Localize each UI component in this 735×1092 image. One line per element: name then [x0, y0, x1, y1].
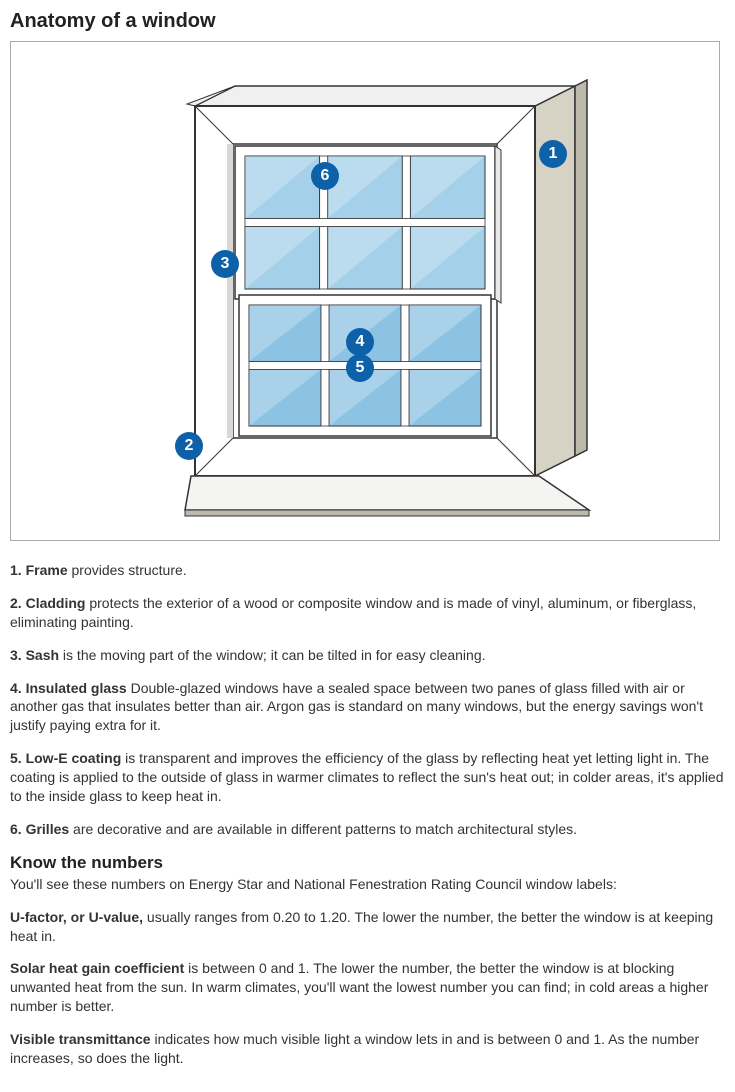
callout-marker-4: 4	[346, 328, 374, 356]
definition-number: 1.	[10, 562, 22, 578]
definition-item: 4. Insulated glass Double-glazed windows…	[10, 679, 725, 736]
definition-number: 2.	[10, 595, 22, 611]
definition-text: provides structure.	[68, 562, 187, 578]
metric-item: Visible transmittance indicates how much…	[10, 1030, 725, 1068]
definition-text: protects the exterior of a wood or compo…	[10, 595, 696, 630]
definition-term: Low-E coating	[26, 750, 122, 766]
definition-item: 5. Low-E coating is transparent and impr…	[10, 749, 725, 806]
definition-term: Insulated glass	[26, 680, 127, 696]
definition-number: 5.	[10, 750, 22, 766]
definition-term: Frame	[26, 562, 68, 578]
callout-marker-1: 1	[539, 140, 567, 168]
callout-marker-5: 5	[346, 354, 374, 382]
definition-term: Sash	[26, 647, 59, 663]
definition-text: are decorative and are available in diff…	[69, 821, 577, 837]
subheading-intro: You'll see these numbers on Energy Star …	[10, 875, 725, 894]
callout-marker-3: 3	[211, 250, 239, 278]
metrics-list: U-factor, or U-value, usually ranges fro…	[10, 908, 725, 1068]
definition-number: 4.	[10, 680, 22, 696]
definition-number: 3.	[10, 647, 22, 663]
definitions-list: 1. Frame provides structure. 2. Cladding …	[10, 561, 725, 839]
definition-item: 6. Grilles are decorative and are availa…	[10, 820, 725, 839]
metric-item: Solar heat gain coefficient is between 0…	[10, 959, 725, 1016]
window-diagram: 1 2 3 45 6	[15, 46, 715, 536]
definition-item: 3. Sash is the moving part of the window…	[10, 646, 725, 665]
definition-item: 2. Cladding protects the exterior of a w…	[10, 594, 725, 632]
definition-item: 1. Frame provides structure.	[10, 561, 725, 580]
page-title: Anatomy of a window	[10, 10, 725, 33]
subheading: Know the numbers	[10, 853, 725, 873]
metric-term: Visible transmittance	[10, 1031, 151, 1047]
definition-term: Cladding	[26, 595, 86, 611]
callout-marker-6: 6	[311, 162, 339, 190]
metric-term: U-factor, or U-value,	[10, 909, 143, 925]
callout-marker-2: 2	[175, 432, 203, 460]
definition-text: is the moving part of the window; it can…	[59, 647, 485, 663]
metric-item: U-factor, or U-value, usually ranges fro…	[10, 908, 725, 946]
diagram-container: 1 2 3 45 6	[10, 41, 720, 541]
metric-term: Solar heat gain coefficient	[10, 960, 184, 976]
definition-number: 6.	[10, 821, 22, 837]
definition-term: Grilles	[26, 821, 70, 837]
